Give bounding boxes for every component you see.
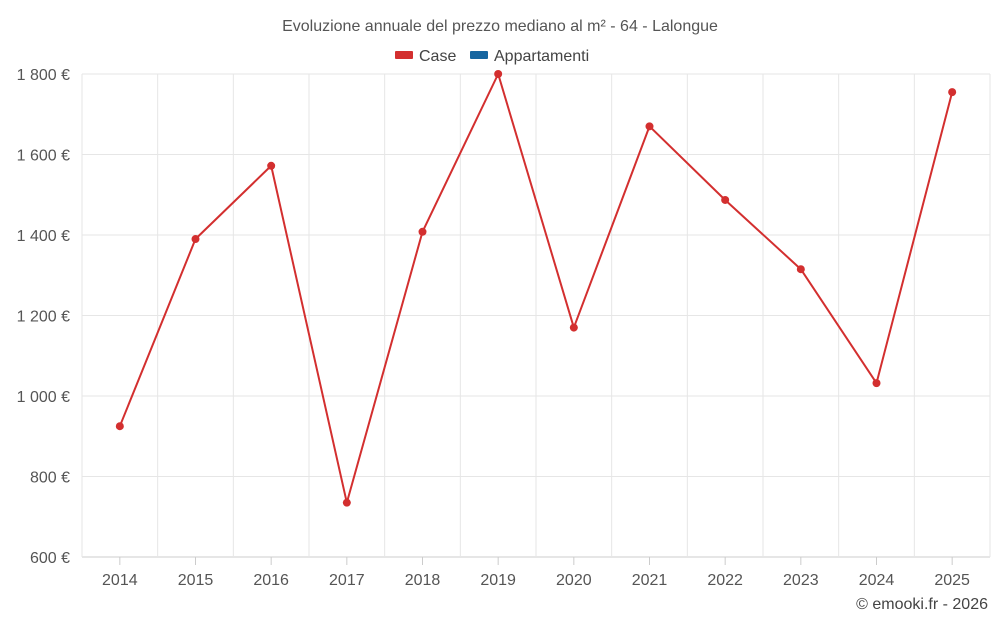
data-point-2016[interactable] (267, 161, 276, 170)
legend-label-appartamenti: Appartamenti (494, 48, 589, 65)
x-tick-label: 2019 (480, 572, 516, 589)
data-point-2014[interactable] (115, 422, 124, 431)
credit-text: © emooki.fr - 2026 (856, 596, 988, 613)
legend-item-case[interactable]: Case (395, 48, 456, 65)
data-point-2020[interactable] (569, 323, 578, 332)
y-tick-label: 1 600 € (17, 148, 70, 165)
data-point-2018[interactable] (418, 227, 427, 236)
y-tick-label: 1 200 € (17, 309, 70, 326)
legend-label-case: Case (419, 48, 456, 65)
series-line-case (118, 73, 954, 504)
y-tick-label: 1 800 € (17, 67, 70, 84)
x-tick-label: 2024 (859, 572, 895, 589)
x-tick-label: 2014 (102, 572, 138, 589)
legend-swatch-case (395, 51, 413, 59)
data-point-2025[interactable] (948, 88, 957, 97)
x-tick-label: 2021 (632, 572, 668, 589)
data-point-2017[interactable] (342, 498, 351, 507)
y-axis-labels: 600 € 800 € 1 000 € 1 200 € 1 400 € 1 600 € 1 … (17, 67, 70, 567)
data-point-2024[interactable] (872, 379, 881, 388)
y-tick-label: 1 000 € (17, 389, 70, 406)
x-tick-label: 2016 (253, 572, 289, 589)
x-tick-label: 2015 (178, 572, 214, 589)
x-axis-labels: 2014 2015 2016 2017 2018 2019 2020 2021 2022 2023… (102, 557, 970, 589)
legend-swatch-appartamenti (470, 51, 488, 59)
chart-title: Evoluzione annuale del prezzo mediano al… (282, 18, 718, 35)
data-point-2022[interactable] (721, 195, 730, 204)
y-tick-label: 600 € (30, 550, 70, 567)
y-tick-label: 1 400 € (17, 228, 70, 245)
series-case (115, 70, 957, 507)
data-point-2021[interactable] (645, 122, 654, 131)
grid (81, 73, 991, 558)
x-tick-label: 2022 (707, 572, 743, 589)
x-tick-label: 2017 (329, 572, 365, 589)
legend-item-appartamenti[interactable]: Appartamenti (470, 48, 589, 65)
data-point-2023[interactable] (796, 265, 805, 274)
x-tick-label: 2025 (934, 572, 970, 589)
x-tick-label: 2018 (405, 572, 441, 589)
data-point-2019[interactable] (494, 70, 503, 78)
y-tick-label: 800 € (30, 470, 70, 487)
x-tick-label: 2023 (783, 572, 819, 589)
legend: Case Appartamenti (395, 48, 589, 65)
data-point-2015[interactable] (191, 235, 200, 244)
x-tick-label: 2020 (556, 572, 592, 589)
